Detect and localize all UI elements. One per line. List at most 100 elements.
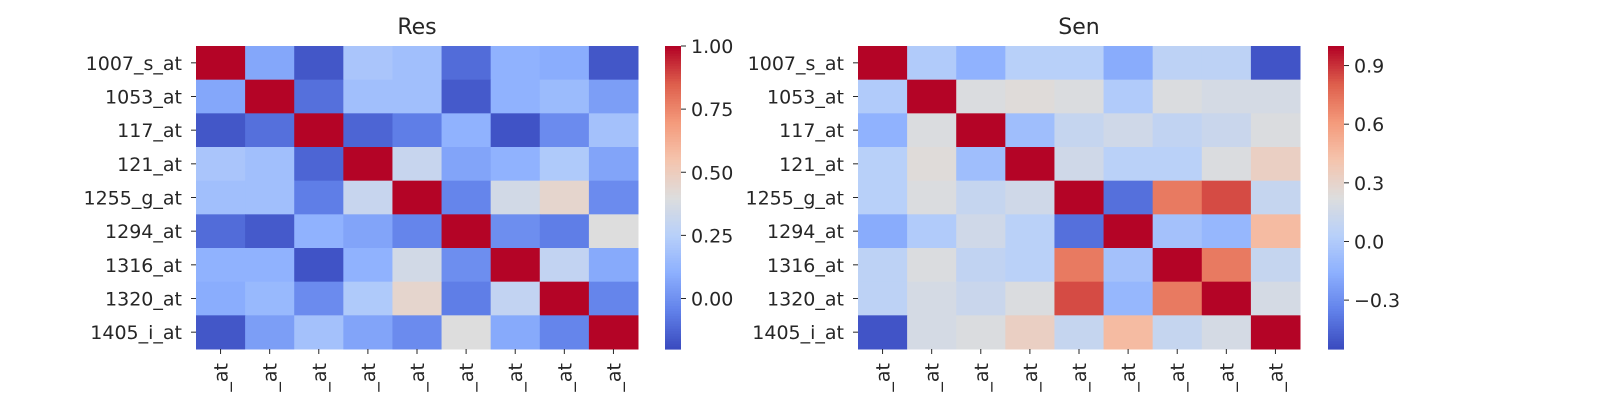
colorbar-segment bbox=[1328, 129, 1344, 133]
colorbar-segment bbox=[1328, 273, 1344, 277]
colorbar-segment bbox=[1328, 293, 1344, 297]
heatmap-cell bbox=[245, 214, 295, 249]
colorbar-segment bbox=[665, 159, 681, 163]
colorbar-segment bbox=[1328, 58, 1344, 62]
colorbar-segment bbox=[1328, 73, 1344, 77]
colorbar-segment bbox=[1328, 101, 1344, 105]
colorbar-tick-label: 0.00 bbox=[691, 289, 733, 311]
heatmap-cell bbox=[392, 248, 443, 283]
colorbar-segment bbox=[665, 56, 681, 60]
colorbar-segment bbox=[665, 210, 681, 214]
colorbar-segment bbox=[1328, 104, 1344, 108]
y-tick-label: 117_at bbox=[779, 120, 844, 142]
colorbar-segment bbox=[665, 184, 681, 188]
colorbar-segment bbox=[665, 114, 681, 118]
heatmap-cell bbox=[441, 214, 492, 249]
colorbar-tick-label: 0.6 bbox=[1354, 114, 1384, 136]
heatmap-cell bbox=[196, 147, 246, 182]
colorbar-segment bbox=[1328, 187, 1344, 191]
colorbar-segment bbox=[1328, 331, 1344, 335]
heatmap-cell bbox=[343, 248, 393, 283]
colorbar-segment bbox=[665, 147, 681, 151]
colorbar-segment bbox=[665, 295, 681, 300]
colorbar-segment bbox=[665, 227, 681, 231]
heatmap-cell bbox=[588, 214, 639, 249]
colorbar-segment bbox=[1328, 149, 1344, 153]
heatmap-cell bbox=[294, 113, 344, 148]
y-tick-label: 1316_at bbox=[105, 255, 182, 277]
colorbar-segment bbox=[1328, 48, 1344, 52]
colorbar-segment bbox=[665, 212, 681, 216]
colorbar-segment bbox=[1328, 144, 1344, 148]
colorbar-segment bbox=[665, 139, 681, 143]
colorbar-segment bbox=[665, 242, 681, 247]
colorbar-segment bbox=[665, 258, 681, 262]
heatmap-cell bbox=[1152, 147, 1203, 182]
heatmap-cell bbox=[1250, 113, 1301, 148]
y-tick-label: 1405_i_at bbox=[752, 322, 844, 344]
colorbar-segment bbox=[665, 248, 681, 252]
x-tick-label: _at bbox=[1265, 363, 1287, 393]
heatmap-cell bbox=[588, 113, 639, 148]
colorbar-segment bbox=[665, 232, 681, 236]
colorbar-segment bbox=[1328, 78, 1344, 82]
heatmap-cell bbox=[1103, 248, 1154, 283]
heatmap-cell bbox=[392, 113, 443, 148]
colorbar-segment bbox=[665, 172, 681, 176]
x-tick-label: _at bbox=[260, 363, 282, 393]
heatmap-cell bbox=[907, 281, 957, 316]
colorbar-segment bbox=[665, 152, 681, 156]
heatmap-cell bbox=[245, 248, 295, 283]
colorbar-segment bbox=[1328, 303, 1344, 307]
colorbar-segment bbox=[665, 177, 681, 181]
heatmap-cell bbox=[1152, 79, 1203, 114]
colorbar-segment bbox=[1328, 306, 1344, 310]
colorbar-segment bbox=[1328, 240, 1344, 244]
colorbar-segment bbox=[1328, 202, 1344, 206]
colorbar-tick-label: −0.3 bbox=[1354, 290, 1400, 312]
colorbar-segment bbox=[665, 104, 681, 108]
colorbar-segment bbox=[665, 187, 681, 191]
colorbar-segment bbox=[1328, 179, 1344, 183]
heatmap-cell bbox=[294, 214, 344, 249]
heatmap-cell bbox=[539, 180, 590, 215]
colorbar-segment bbox=[665, 306, 681, 310]
colorbar-segment bbox=[1328, 235, 1344, 239]
colorbar-segment bbox=[665, 316, 681, 320]
heatmap-cell bbox=[392, 214, 443, 249]
colorbar-segment bbox=[1328, 227, 1344, 231]
colorbar-segment bbox=[665, 48, 681, 52]
colorbar-segment bbox=[1328, 61, 1344, 65]
colorbar-segment bbox=[665, 78, 681, 82]
heatmap-cell bbox=[196, 214, 246, 249]
heatmap-cell bbox=[1152, 46, 1203, 81]
heatmap-cell bbox=[1201, 46, 1252, 81]
heatmap-cell bbox=[245, 315, 295, 350]
colorbar-segment bbox=[1328, 159, 1344, 163]
colorbar-segment bbox=[665, 328, 681, 332]
heatmap-cell bbox=[343, 214, 393, 249]
heatmap-cell bbox=[1103, 315, 1154, 350]
heatmap-cell bbox=[1152, 281, 1203, 316]
colorbar-segment bbox=[1328, 212, 1344, 216]
colorbar-segment bbox=[1328, 86, 1344, 90]
colorbar-segment bbox=[665, 318, 681, 322]
heatmap-cell bbox=[343, 79, 393, 114]
heatmap-cell bbox=[490, 214, 541, 249]
heatmap-cell bbox=[539, 315, 590, 350]
colorbar-segment bbox=[1328, 184, 1344, 188]
colorbar-segment bbox=[1328, 136, 1344, 141]
heatmap-cell bbox=[1250, 147, 1301, 182]
colorbar-tick-label: 0.9 bbox=[1354, 56, 1384, 78]
heatmap-cell bbox=[294, 315, 344, 350]
colorbar-segment bbox=[665, 215, 681, 219]
heatmap-cell bbox=[196, 79, 246, 114]
colorbar-segment bbox=[1328, 164, 1344, 168]
colorbar-segment bbox=[665, 164, 681, 168]
heatmap-cell bbox=[245, 281, 295, 316]
heatmap-cell bbox=[441, 113, 492, 148]
colorbar-segment bbox=[1328, 169, 1344, 173]
heatmap-cell bbox=[1103, 46, 1154, 81]
colorbar-segment bbox=[665, 126, 681, 130]
heatmap-cell bbox=[441, 248, 492, 283]
